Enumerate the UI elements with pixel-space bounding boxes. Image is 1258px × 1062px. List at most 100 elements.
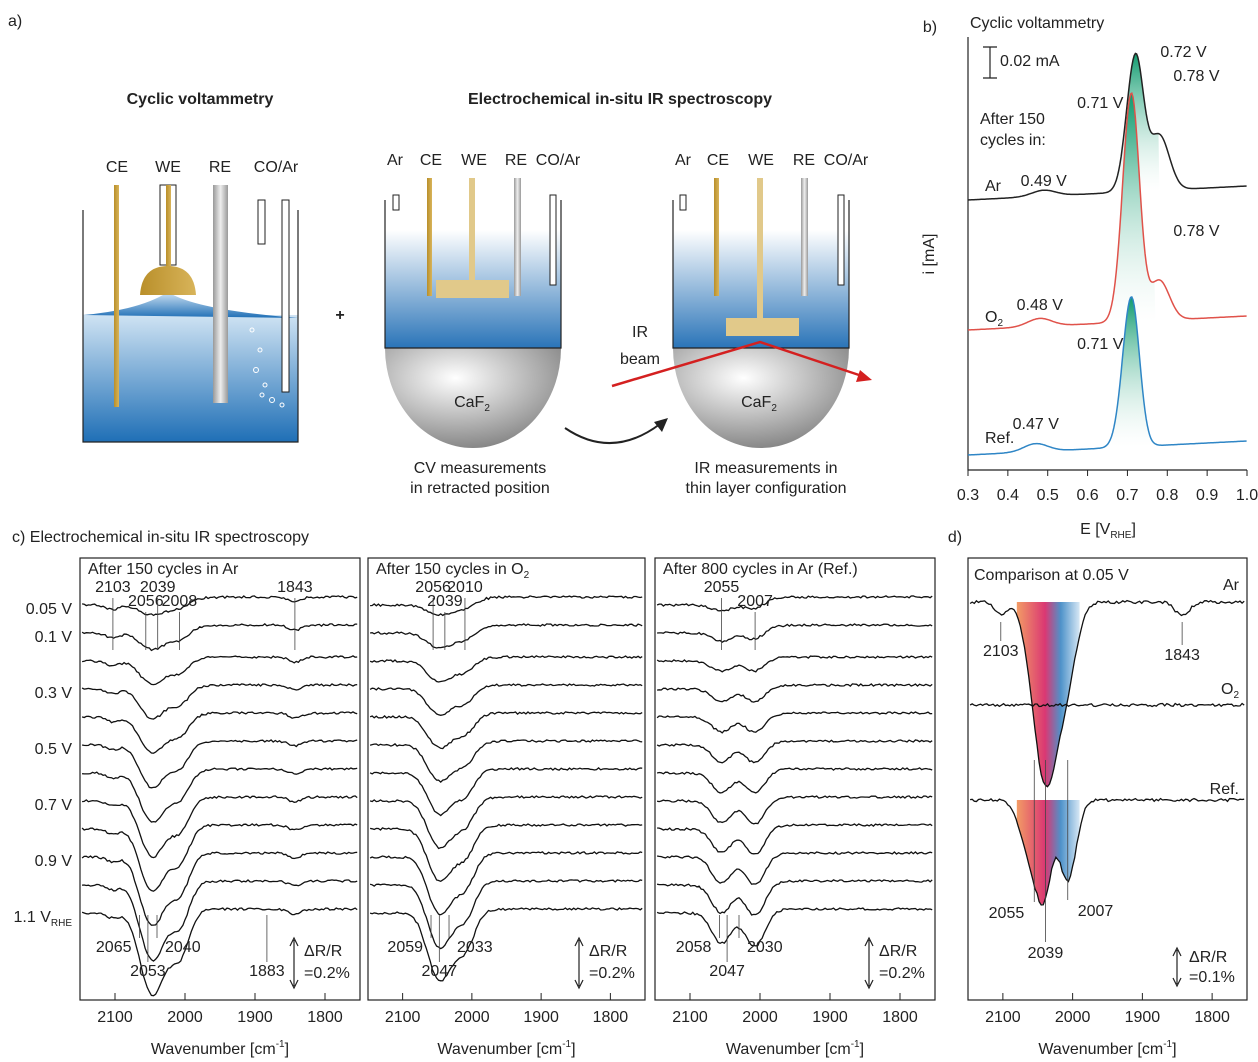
electrode-label: CO/Ar xyxy=(254,159,299,176)
note: After 150 xyxy=(980,111,1045,128)
y-axis-label: i [mA] xyxy=(921,234,938,275)
ir-spectrum xyxy=(370,595,643,617)
spectrum-title: After 800 cycles in Ar (Ref.) xyxy=(663,561,858,578)
beam-label: beam xyxy=(620,351,660,368)
scale-arrow xyxy=(574,936,584,990)
peak-label: 2008 xyxy=(162,593,198,610)
x-tick-label: 1900 xyxy=(523,1009,559,1026)
peak-label: 0.78 V xyxy=(1173,68,1220,85)
panel-title: Cyclic voltammetry xyxy=(127,91,274,108)
ir-spectrum xyxy=(369,851,643,916)
window-label: CaF2 xyxy=(454,394,490,414)
peak-label: 2055 xyxy=(989,905,1025,922)
spectrum-title-part: After 150 cycles in Ar xyxy=(88,561,239,578)
x-tick-label: 2100 xyxy=(385,1009,421,1026)
peak-label: 2053 xyxy=(130,963,166,980)
ir-spectrum xyxy=(656,907,933,947)
peak-label: 2010 xyxy=(447,579,483,596)
peak-label: 1883 xyxy=(249,963,285,980)
x-tick-label: 1800 xyxy=(882,1009,918,1026)
electrode-label: CE xyxy=(420,152,442,169)
ir-spectrum xyxy=(369,879,643,950)
x-tick-label: 0.4 xyxy=(997,487,1019,504)
caption: thin layer configuration xyxy=(686,480,847,497)
trace-name-part: 2 xyxy=(1233,690,1239,701)
potential-label: 0.5 V xyxy=(35,741,73,758)
x-tick-label: 2000 xyxy=(1055,1009,1091,1026)
x-tick-label: 1900 xyxy=(1125,1009,1161,1026)
potential-label-part: RHE xyxy=(51,918,72,929)
ir-spectrum xyxy=(969,599,1245,788)
panel-heading: c) Electrochemical in-situ IR spectrosco… xyxy=(12,529,309,546)
trace-name-part: 2 xyxy=(997,318,1003,329)
ir-spectrum xyxy=(82,595,358,617)
cv-curve xyxy=(967,91,1247,331)
x-tick-label: 0.3 xyxy=(957,487,979,504)
trace-name-part: Ar xyxy=(985,178,1002,195)
window-label: CaF2 xyxy=(741,394,777,414)
panel-title: Cyclic voltammetry xyxy=(970,15,1104,32)
electrode-label: WE xyxy=(155,159,181,176)
trace-name-part: O xyxy=(1221,681,1233,698)
peak-label: 2103 xyxy=(983,643,1019,660)
peak-label: 2039 xyxy=(1028,945,1064,962)
peak-label: 2065 xyxy=(96,939,132,956)
ir-spectrum xyxy=(656,595,933,612)
scale-label: =0.2% xyxy=(879,965,925,982)
x-axis-label-part: ] xyxy=(1172,1041,1176,1058)
electrode-label: CE xyxy=(106,159,128,176)
electrode-label: Ar xyxy=(675,152,692,169)
x-tick-label: 2000 xyxy=(454,1009,490,1026)
peak-fill xyxy=(1111,93,1156,322)
panel-frame xyxy=(654,557,936,1001)
ir-spectrum xyxy=(657,623,933,643)
peak-label: 2058 xyxy=(676,939,712,956)
panel-label: d) xyxy=(948,529,962,546)
ir-spectrum xyxy=(81,711,358,754)
potential-label: 0.1 V xyxy=(35,629,73,646)
x-axis-label: Wavenumber [cm-1] xyxy=(1038,1039,1176,1058)
electrode-label: Ar xyxy=(387,152,404,169)
ir-spectrum xyxy=(369,907,643,982)
ir-spectrum xyxy=(82,767,358,823)
peak-label: 0.72 V xyxy=(1160,44,1207,61)
caption: IR measurements in xyxy=(694,460,837,477)
beam-label: IR xyxy=(632,324,648,341)
x-axis-label: Wavenumber [cm-1] xyxy=(437,1039,575,1058)
electrode-label: WE xyxy=(461,152,487,169)
trace-name: Ref. xyxy=(1210,781,1239,798)
ir-spectrum xyxy=(657,823,933,855)
ir-spectrum xyxy=(369,711,643,750)
spectrum-title: After 150 cycles in O2 xyxy=(376,561,530,581)
peak-label: 2103 xyxy=(95,579,131,596)
scale-arrow xyxy=(864,936,874,990)
peak-label: 2056 xyxy=(128,593,164,610)
peak-label: 0.71 V xyxy=(1077,336,1124,353)
trace-name: Ar xyxy=(1223,577,1240,594)
panel-frame xyxy=(79,557,361,1001)
ir-spectrum xyxy=(81,851,358,926)
trace-name: O2 xyxy=(1221,681,1239,701)
ir-spectrum xyxy=(969,702,1245,708)
electrode-label: CO/Ar xyxy=(824,152,869,169)
trace-name: Ar xyxy=(985,178,1002,195)
potential-label: 1.1 VRHE xyxy=(14,909,73,929)
spectrum-title: After 150 cycles in Ar xyxy=(88,561,239,578)
ir-spectrum xyxy=(656,655,933,673)
electrode-label: CO/Ar xyxy=(536,152,581,169)
panel-frame xyxy=(367,557,646,1001)
scale-label: ΔR/R xyxy=(1189,949,1227,966)
peak-label: 2007 xyxy=(1078,903,1114,920)
electrode-label: RE xyxy=(505,152,527,169)
x-axis-label-part: -1 xyxy=(562,1039,571,1050)
peak-label: 2030 xyxy=(747,939,783,956)
ir-spectrum xyxy=(82,879,358,962)
x-axis-label-part: RHE xyxy=(1110,530,1131,541)
ir-spectrum xyxy=(369,823,643,883)
peak-label: 0.71 V xyxy=(1077,95,1124,112)
ir-spectrum xyxy=(656,879,933,916)
x-tick-label: 1.0 xyxy=(1236,487,1258,504)
x-tick-label: 0.9 xyxy=(1196,487,1218,504)
x-axis-label: Wavenumber [cm-1] xyxy=(726,1039,864,1058)
band-fill xyxy=(1016,602,1080,787)
